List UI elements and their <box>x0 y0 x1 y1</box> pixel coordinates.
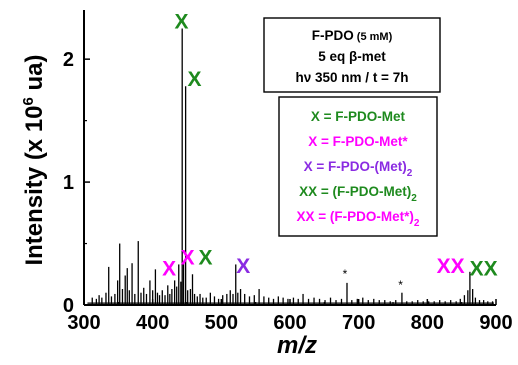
peak-label-6: XX <box>437 255 465 278</box>
y-tick-label-1: 1 <box>63 172 74 194</box>
conditions-box: F-PDO (5 mM) 5 eq β-met hν 350 nm / t = … <box>263 17 441 93</box>
x-tick-label-1: 400 <box>136 312 169 334</box>
legend-entry-1: X = F-PDO-Met* <box>308 134 408 149</box>
axes <box>83 10 497 306</box>
peak-label-4: X <box>199 246 213 269</box>
legend: X = F-PDO-Met X = F-PDO-Met* X = F-PDO-(Me… <box>278 96 438 237</box>
peak-label-3: X <box>181 246 195 269</box>
conditions-line-2: 5 eq β-met <box>318 49 386 64</box>
x-tick-label-3: 600 <box>273 312 306 334</box>
x-tick-label-2: 500 <box>205 312 238 334</box>
y-tick-label-0: 0 <box>63 295 74 317</box>
x-tick-label-5: 800 <box>411 312 444 334</box>
artifact-star-1: * <box>398 278 403 292</box>
x-axis-label: m/z <box>277 332 317 359</box>
x-tick-label-6: 900 <box>479 312 512 334</box>
conditions-line-3: hν 350 nm / t = 7h <box>296 70 409 85</box>
legend-entry-4: XX = (F-PDO-Met*)2 <box>297 209 420 229</box>
legend-entry-2: X = F-PDO-(Met)2 <box>304 159 413 179</box>
artifact-star-0: * <box>343 267 348 281</box>
tick-labels: 300 400 500 600 700 800 900 0 1 2 <box>63 49 513 334</box>
spectrum-trace <box>87 28 494 305</box>
peak-label-5: X <box>236 255 250 278</box>
peak-labels: XXX X X X XX XX** <box>162 10 498 292</box>
y-axis-label: Intensity (x 106 ua) <box>20 54 48 265</box>
legend-entry-3: XX = (F-PDO-Met)2 <box>299 184 417 204</box>
conditions-line-1: F-PDO (5 mM) <box>312 28 393 43</box>
peak-label-7: XX <box>470 258 498 281</box>
y-tick-label-2: 2 <box>63 49 74 71</box>
peak-label-0: X <box>174 10 188 33</box>
x-tick-label-0: 300 <box>67 312 100 334</box>
x-tick-label-4: 700 <box>342 312 375 334</box>
peak-label-1: X <box>188 68 202 91</box>
legend-entry-0: X = F-PDO-Met <box>311 109 406 124</box>
peak-label-2: X <box>162 258 176 281</box>
